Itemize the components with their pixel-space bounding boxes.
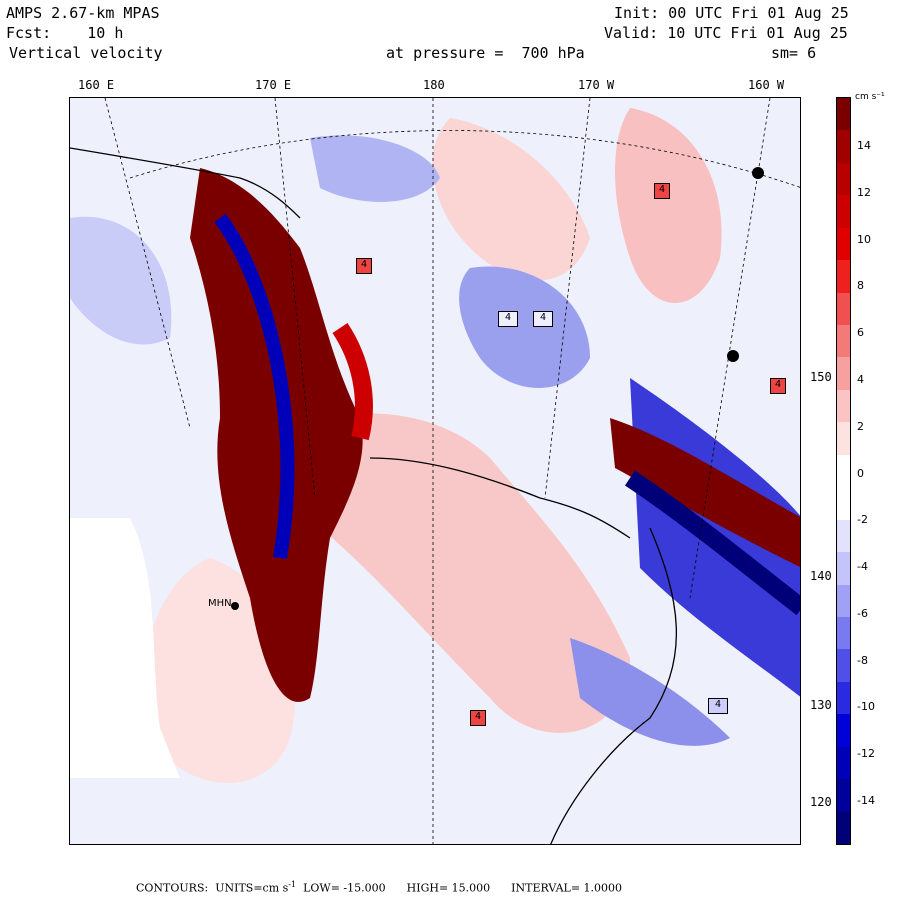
contour-label-box: 4 <box>533 311 553 327</box>
lon-label-160w: 160 W <box>748 78 785 92</box>
colorbar-segment <box>837 454 850 488</box>
colorbar-units: cm s⁻¹ <box>855 92 885 102</box>
colorbar-segment <box>837 649 850 683</box>
field-name: Vertical velocity <box>9 44 163 62</box>
lon-label-160e: 160 E <box>78 78 115 92</box>
colorbar-segment <box>837 227 850 261</box>
forecast-hour: Fcst: 10 h <box>6 24 123 42</box>
model-title: AMPS 2.67-km MPAS <box>6 4 160 22</box>
units-label: UNITS=cm s <box>215 881 289 895</box>
positive-region-central <box>300 413 630 733</box>
colorbar-segment <box>837 292 850 326</box>
contour-label-box: 4 <box>470 710 486 726</box>
orographic-band-east <box>610 418 800 568</box>
forecast-value: 10 h <box>87 24 124 42</box>
contour-label-box: 4 <box>770 378 786 394</box>
island-marker-2 <box>727 350 739 362</box>
interval-value: INTERVAL= 1.0000 <box>511 881 623 895</box>
coastline-central <box>369 457 631 539</box>
colorbar-tick-label: 14 <box>857 139 871 152</box>
colorbar-tick-label: 0 <box>857 466 864 480</box>
colorbar-tick-label: -12 <box>857 747 875 761</box>
smoothing-label: sm= 6 <box>771 44 817 62</box>
valid-time: Valid: 10 UTC Fri 01 Aug 25 <box>604 24 848 42</box>
meridian-170e <box>274 98 316 499</box>
colorbar-segment <box>837 130 850 164</box>
colorbar-segment <box>837 422 850 456</box>
contour-label-box: 4 <box>356 258 372 274</box>
colorbar-segment <box>837 519 850 553</box>
colorbar-segment <box>837 357 850 391</box>
colorbar-segment <box>837 779 850 813</box>
colorbar-segment <box>837 98 850 131</box>
colorbar-tick-label: -6 <box>857 606 868 620</box>
colorbar-tick-label: -10 <box>857 700 875 714</box>
island-marker-1 <box>752 167 764 179</box>
colorbar-tick-label: 6 <box>857 326 864 340</box>
contour-label-box: 4 <box>498 311 518 327</box>
meridian-160w <box>689 98 771 599</box>
coastline-south <box>550 527 678 844</box>
lon-label-180: 180 <box>423 78 445 92</box>
high-value: HIGH= 15.000 <box>406 881 491 895</box>
positive-region-north <box>432 118 590 281</box>
colorbar-tick-label: 10 <box>857 232 871 246</box>
orographic-band-blue <box>214 213 295 560</box>
colorbar-segment <box>837 681 850 715</box>
colorbar-segment <box>837 487 850 521</box>
lon-label-170w: 170 W <box>578 78 615 92</box>
colorbar-segment <box>837 552 850 585</box>
colorbar-segment <box>837 714 850 748</box>
no-data-area <box>70 518 180 778</box>
colorbar-segment <box>837 260 850 294</box>
coastline-north <box>70 147 301 219</box>
ridge-red <box>332 323 373 441</box>
colorbar-segment <box>837 325 850 358</box>
negative-region-central <box>459 266 590 388</box>
meridian-160e <box>104 98 191 429</box>
colorbar <box>836 97 851 845</box>
positive-region-northeast <box>615 108 722 303</box>
colorbar-tick-label: 4 <box>857 372 864 386</box>
colorbar-segment <box>837 389 850 423</box>
colorbar-tick-label: -8 <box>857 653 868 667</box>
units-superscript: -1 <box>288 880 297 889</box>
colorbar-tick-label: 2 <box>857 419 864 433</box>
level-value: 700 hPa <box>521 44 585 62</box>
low-value: LOW= -15.000 <box>303 881 386 895</box>
orographic-band-west <box>190 168 363 702</box>
colorbar-segment <box>837 195 850 229</box>
forecast-label: Fcst: <box>6 24 52 42</box>
orographic-band-east-blue <box>625 470 800 616</box>
parallel-north <box>129 130 800 188</box>
colorbar-tick-label: -2 <box>857 513 868 527</box>
contour-label-box: 4 <box>708 698 728 714</box>
colorbar-tick-label: 12 <box>857 185 871 199</box>
pressure-level: at pressure = 700 hPa <box>386 44 585 62</box>
vertical-velocity-field <box>70 98 800 844</box>
station-marker <box>231 602 239 610</box>
station-label-mhn: MHN <box>208 598 232 609</box>
colorbar-tick-label: -4 <box>857 560 868 574</box>
meridian-170w <box>544 98 591 499</box>
level-label: at pressure = <box>386 44 504 62</box>
colorbar-tick-label: 8 <box>857 279 864 293</box>
contours-label: CONTOURS: <box>136 881 209 895</box>
lon-label-170e: 170 E <box>255 78 292 92</box>
colorbar-segment <box>837 616 850 650</box>
colorbar-segment <box>837 162 850 196</box>
init-time: Init: 00 UTC Fri 01 Aug 25 <box>614 4 849 22</box>
negative-region-southeast <box>570 638 730 746</box>
negative-region-west <box>70 216 172 345</box>
contour-label-box: 4 <box>654 183 670 199</box>
negative-region-north <box>310 135 440 202</box>
colorbar-tick-label: -14 <box>857 794 875 807</box>
contour-info: CONTOURS: UNITS=cm s-1 LOW= -15.000 HIGH… <box>136 880 622 895</box>
colorbar-segment <box>837 584 850 618</box>
map-plot: MHN 4 4 4 4 4 4 4 <box>69 97 801 845</box>
colorbar-segment <box>837 746 850 780</box>
colorbar-segment <box>837 811 850 845</box>
